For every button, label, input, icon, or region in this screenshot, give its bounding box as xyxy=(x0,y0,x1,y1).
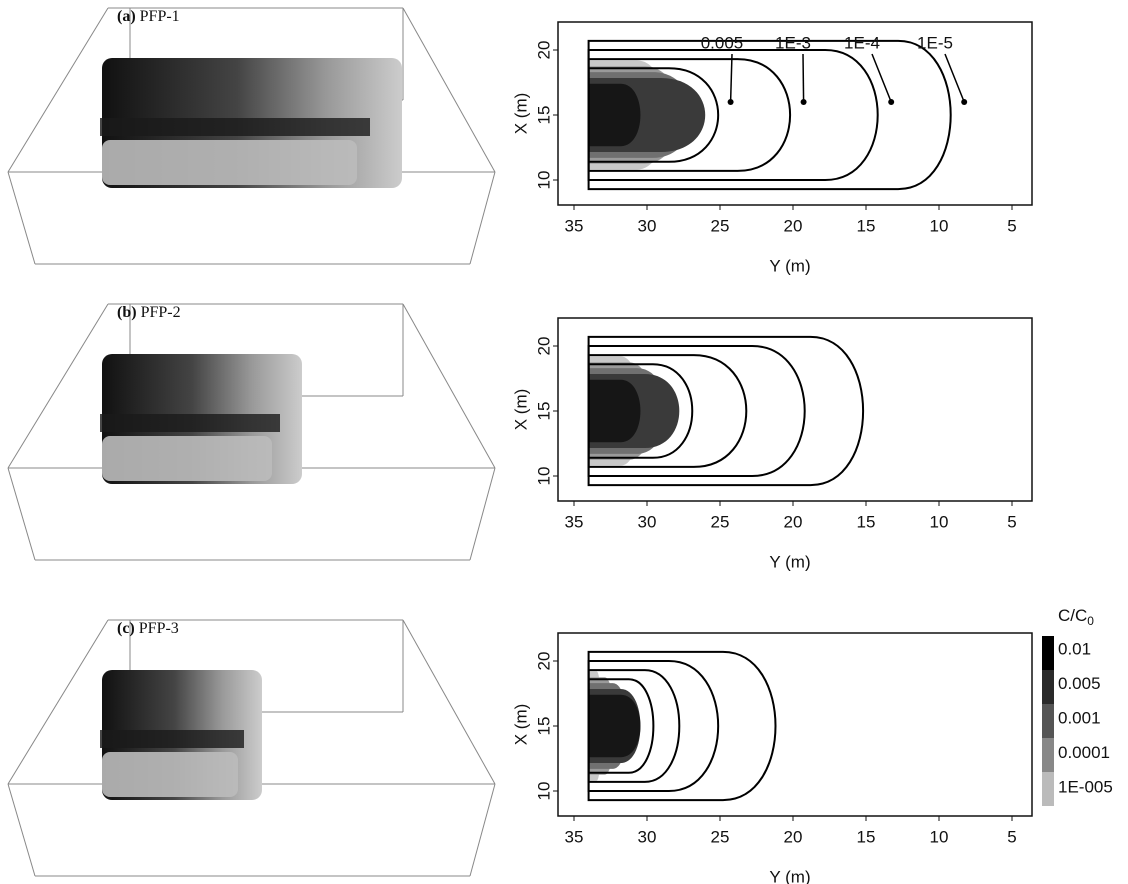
x-axis-label: Y (m) xyxy=(769,552,810,571)
x-tick-label: 25 xyxy=(711,827,730,846)
colorbar-label: 0.0001 xyxy=(1058,743,1110,762)
x-axis-label: Y (m) xyxy=(769,256,810,275)
box-edge xyxy=(470,784,495,876)
y-tick-label: 15 xyxy=(534,106,553,125)
box-edge xyxy=(470,172,495,264)
x-tick-label: 35 xyxy=(565,827,584,846)
plume-3d-core xyxy=(100,118,370,136)
colorbar-band xyxy=(1042,738,1054,772)
contour-label: 1E-4 xyxy=(844,33,880,52)
x-tick-label: 5 xyxy=(1007,827,1016,846)
y-tick-label: 10 xyxy=(534,782,553,801)
panel-label: (c)PFP-3 xyxy=(117,620,179,637)
x-tick-label: 35 xyxy=(565,216,584,235)
box-edge xyxy=(8,304,108,468)
contour-arrowhead xyxy=(728,99,734,105)
x-tick-label: 15 xyxy=(857,512,876,531)
colorbar-title-main: C/C xyxy=(1058,606,1087,625)
plume-3d-lower xyxy=(102,752,238,797)
colorbar-label: 0.01 xyxy=(1058,639,1091,658)
x-tick-label: 20 xyxy=(784,216,803,235)
colorbar-title-sub: 0 xyxy=(1087,614,1094,628)
x-tick-label: 30 xyxy=(638,512,657,531)
contour-pointer xyxy=(803,54,804,102)
x-tick-label: 30 xyxy=(638,827,657,846)
x-axis-label: Y (m) xyxy=(769,867,810,884)
panel-name: PFP-3 xyxy=(139,620,179,637)
box-edge xyxy=(403,620,495,784)
plume-fill xyxy=(589,84,641,146)
x-tick-label: 20 xyxy=(784,827,803,846)
x-tick-label: 25 xyxy=(711,512,730,531)
colorbar-label: 1E-005 xyxy=(1058,777,1113,796)
x-tick-label: 20 xyxy=(784,512,803,531)
colorbar-band xyxy=(1042,670,1054,704)
x-tick-label: 5 xyxy=(1007,512,1016,531)
y-tick-label: 15 xyxy=(534,402,553,421)
plume-3d-lower xyxy=(102,436,272,481)
x-tick-label: 35 xyxy=(565,512,584,531)
x-tick-label: 5 xyxy=(1007,216,1016,235)
plume-fill xyxy=(589,380,641,442)
colorbar-label: 0.001 xyxy=(1058,708,1101,727)
y-tick-label: 20 xyxy=(534,337,553,356)
contour-arrowhead xyxy=(801,99,807,105)
plume-3d-lower xyxy=(102,140,357,185)
x-tick-label: 30 xyxy=(638,216,657,235)
box-edge xyxy=(403,304,495,468)
y-tick-label: 20 xyxy=(534,652,553,671)
y-axis-label: X (m) xyxy=(511,93,530,135)
panel-name: PFP-1 xyxy=(140,8,180,25)
x-tick-label: 15 xyxy=(857,827,876,846)
x-tick-label: 25 xyxy=(711,216,730,235)
colorbar-band xyxy=(1042,636,1054,670)
panel-letter: (a) xyxy=(117,8,136,25)
contour-arrowhead xyxy=(888,99,894,105)
y-tick-label: 20 xyxy=(534,41,553,60)
contour-label: 1E-3 xyxy=(775,33,811,52)
panel-name: PFP-2 xyxy=(141,304,181,321)
colorbar-band xyxy=(1042,772,1054,806)
y-tick-label: 10 xyxy=(534,171,553,190)
x-tick-label: 10 xyxy=(930,827,949,846)
contour-label: 0.005 xyxy=(701,33,744,52)
y-axis-label: X (m) xyxy=(511,704,530,746)
figure: (a)PFP-1 35 30 25 20 15 10 5 20 15 10 Y (m) X (m) 0.0… xyxy=(0,0,1128,884)
plume-fill xyxy=(589,695,641,757)
panel-label: (b)PFP-2 xyxy=(117,304,181,321)
y-tick-label: 15 xyxy=(534,717,553,736)
colorbar-label: 0.005 xyxy=(1058,674,1101,693)
colorbar-title: C/C0 xyxy=(1058,606,1094,628)
y-axis-label: X (m) xyxy=(511,389,530,431)
contour-label: 1E-5 xyxy=(917,33,953,52)
contour-arrowhead xyxy=(961,99,967,105)
plume-3d-core xyxy=(100,730,244,748)
box-edge xyxy=(8,784,35,876)
box-edge xyxy=(8,468,35,560)
box-edge xyxy=(470,468,495,560)
y-tick-label: 10 xyxy=(534,467,553,486)
colorbar-band xyxy=(1042,704,1054,738)
x-tick-label: 15 xyxy=(857,216,876,235)
box-edge xyxy=(8,620,108,784)
x-tick-label: 10 xyxy=(930,512,949,531)
box-edge xyxy=(403,8,495,172)
panel-letter: (c) xyxy=(117,620,135,637)
panel-letter: (b) xyxy=(117,304,137,321)
x-tick-label: 10 xyxy=(930,216,949,235)
box-edge xyxy=(8,172,35,264)
plume-3d-core xyxy=(100,414,280,432)
panel-label: (a)PFP-1 xyxy=(117,8,180,25)
box-edge xyxy=(8,8,108,172)
